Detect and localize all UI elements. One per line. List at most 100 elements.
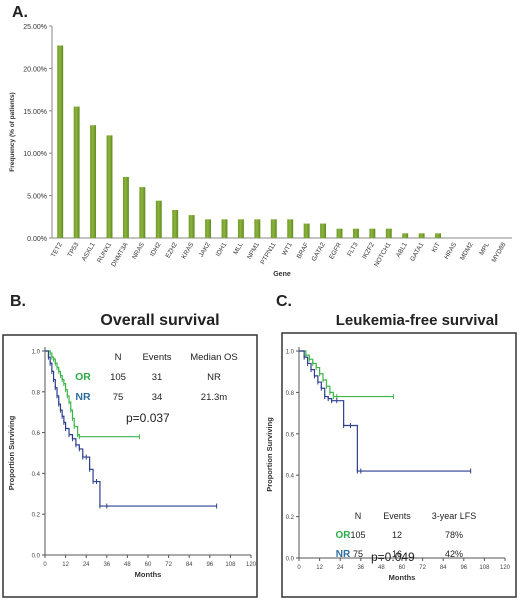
x-tick-label: 72 bbox=[165, 562, 172, 568]
bar-npm1 bbox=[254, 219, 261, 238]
x-tick-label: WT1 bbox=[281, 241, 294, 257]
p-value: p=0.037 bbox=[126, 411, 170, 425]
bar-gata2 bbox=[320, 223, 327, 238]
bar-nras bbox=[139, 187, 146, 238]
x-tick-label: 24 bbox=[83, 562, 90, 568]
y-tick-label: 5.00% bbox=[27, 194, 47, 201]
y-tick-label: 0.0 bbox=[286, 557, 295, 563]
x-tick-label: 12 bbox=[62, 562, 69, 568]
x-axis-title: Gene bbox=[273, 271, 291, 278]
x-tick-label: 24 bbox=[337, 565, 344, 571]
bar-flt3 bbox=[352, 228, 359, 238]
y-tick-label: 25.00% bbox=[23, 24, 47, 31]
y-tick-label: 0.8 bbox=[286, 391, 295, 397]
y-axis-title: Frequency (% of patients) bbox=[9, 92, 16, 171]
table-cell: 75 bbox=[113, 392, 124, 403]
x-tick-label: IDH1 bbox=[215, 241, 229, 258]
x-tick-label: 48 bbox=[378, 565, 385, 571]
x-tick-label: ABL1 bbox=[395, 241, 409, 259]
x-tick-label: MDM2 bbox=[459, 241, 475, 261]
x-tick-label: BRAF bbox=[296, 241, 311, 260]
x-tick-label: TP53 bbox=[67, 241, 81, 258]
table-cell: 31 bbox=[152, 372, 163, 383]
group-label-nr: NR bbox=[75, 391, 91, 403]
y-axis-title: Proportion Surviving bbox=[265, 417, 274, 492]
bar-mll bbox=[237, 219, 244, 238]
x-tick-label: 84 bbox=[186, 562, 193, 568]
panel-b-title: Overall survival bbox=[100, 312, 220, 329]
x-tick-label: JAK2 bbox=[198, 241, 212, 258]
y-tick-label: 0.2 bbox=[286, 515, 295, 521]
y-tick-label: 20.00% bbox=[23, 66, 47, 73]
x-tick-label: NOTCH1 bbox=[373, 241, 393, 268]
x-tick-label: 60 bbox=[145, 562, 152, 568]
x-tick-label: MPL bbox=[478, 241, 491, 256]
x-tick-label: KRAS bbox=[180, 241, 195, 260]
x-tick-label: 60 bbox=[399, 565, 406, 571]
table-cell: 16 bbox=[392, 549, 402, 559]
x-tick-label: ASXL1 bbox=[81, 241, 97, 262]
x-tick-label: 36 bbox=[357, 565, 364, 571]
bar-kit bbox=[435, 233, 442, 238]
plot-frame bbox=[2, 334, 258, 598]
bar-braf bbox=[303, 223, 310, 238]
y-tick-label: 0.6 bbox=[32, 431, 41, 437]
bar-tet2 bbox=[57, 45, 64, 239]
p-value: p=0.049 bbox=[371, 550, 415, 564]
x-tick-label: 96 bbox=[206, 562, 213, 568]
table-cell: 21.3m bbox=[201, 392, 227, 403]
y-tick-label: 10.00% bbox=[23, 151, 47, 158]
bar-asxl1 bbox=[90, 125, 97, 238]
group-label-or: OR bbox=[336, 530, 352, 541]
bar-ptpn11 bbox=[270, 219, 277, 238]
y-tick-label: 15.00% bbox=[23, 109, 47, 116]
y-tick-label: 0.4 bbox=[286, 474, 295, 480]
bar-notch1 bbox=[385, 228, 392, 238]
bar-runx1 bbox=[106, 135, 113, 238]
table-header: N bbox=[115, 352, 122, 363]
bar-abl1 bbox=[402, 233, 409, 238]
panel-b-label: B. bbox=[10, 293, 26, 310]
x-tick-label: 108 bbox=[479, 565, 490, 571]
x-tick-label: GATA1 bbox=[409, 241, 425, 262]
x-tick-label: IDH2 bbox=[149, 241, 163, 258]
x-tick-label: EZH2 bbox=[165, 241, 180, 259]
bar-kras bbox=[188, 215, 195, 238]
table-header: Events bbox=[383, 511, 411, 521]
x-tick-label: KIT bbox=[431, 241, 442, 253]
panel-c: C. Leukemia-free survival 0.0 0.2 0.4 0.6 0.… bbox=[260, 285, 520, 601]
y-tick-label: 1.0 bbox=[286, 350, 295, 356]
bar-wt1 bbox=[287, 219, 294, 238]
x-tick-label: 12 bbox=[316, 565, 323, 571]
y-tick-label: 0.0 bbox=[32, 554, 41, 560]
x-tick-label: 96 bbox=[460, 565, 467, 571]
table-cell: 42% bbox=[445, 549, 463, 559]
x-tick-label: MLL bbox=[232, 241, 245, 256]
x-tick-label: 0 bbox=[43, 562, 47, 568]
survival-curve-0 bbox=[299, 350, 394, 398]
panel-b: B. Overall survival 0.0 0.2 0.4 0.6 0.8 1.0 0 1… bbox=[0, 285, 260, 601]
y-tick-label: 1.0 bbox=[32, 350, 41, 356]
table-header: 3-year LFS bbox=[432, 511, 477, 521]
bar-idh1 bbox=[221, 219, 228, 238]
group-label-or: OR bbox=[75, 371, 91, 383]
x-tick-label: 84 bbox=[440, 565, 447, 571]
table-cell: 34 bbox=[152, 392, 163, 403]
panel-c-label: C. bbox=[276, 293, 292, 310]
group-label-nr: NR bbox=[336, 549, 351, 560]
x-tick-label: IKZF2 bbox=[361, 241, 376, 260]
bar-ikzf2 bbox=[369, 228, 376, 238]
table-cell: 105 bbox=[110, 372, 126, 383]
leukemia-free-survival-chart: 0.0 0.2 0.4 0.6 0.8 1.0 0 12 24 36 48 60 72 84 96 108 12… bbox=[265, 332, 517, 598]
bar-ezh2 bbox=[172, 210, 179, 238]
x-tick-label: 120 bbox=[246, 562, 257, 568]
overall-survival-chart: 0.0 0.2 0.4 0.6 0.8 1.0 0 12 24 36 48 60 72 84 96 108 12… bbox=[2, 334, 258, 598]
y-axis-title: Proportion Surviving bbox=[7, 415, 16, 490]
x-tick-label: NRAS bbox=[131, 241, 146, 261]
x-tick-label: PTPN11 bbox=[259, 241, 277, 266]
bar-gata1 bbox=[418, 233, 425, 238]
table-cell: NR bbox=[207, 372, 221, 383]
survival-curve-1 bbox=[299, 350, 471, 472]
plot-frame bbox=[281, 332, 517, 598]
bar-tp53 bbox=[73, 106, 80, 238]
